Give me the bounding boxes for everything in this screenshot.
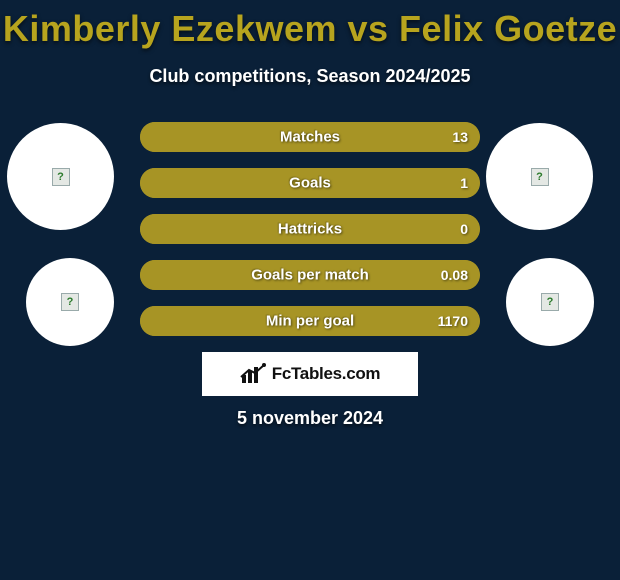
avatar-3 <box>26 258 114 346</box>
placeholder-image-icon <box>52 168 70 186</box>
placeholder-image-icon <box>61 293 79 311</box>
stat-value-right: 13 <box>452 129 468 145</box>
stat-label: Hattricks <box>278 221 342 238</box>
stat-label: Goals <box>289 175 331 192</box>
placeholder-image-icon <box>541 293 559 311</box>
placeholder-image-icon <box>531 168 549 186</box>
subtitle: Club competitions, Season 2024/2025 <box>0 66 620 87</box>
avatar-2 <box>486 123 593 230</box>
bar-chart-icon <box>240 363 266 385</box>
page-title: Kimberly Ezekwem vs Felix Goetze <box>0 0 620 50</box>
stat-row: Goals 1 <box>140 168 480 198</box>
avatar-1 <box>7 123 114 230</box>
date-text: 5 november 2024 <box>0 408 620 429</box>
stat-value-right: 0 <box>460 221 468 237</box>
stat-value-right: 0.08 <box>441 267 468 283</box>
stat-row: Matches 13 <box>140 122 480 152</box>
stat-row: Hattricks 0 <box>140 214 480 244</box>
logo-text: FcTables.com <box>272 364 381 384</box>
avatar-4 <box>506 258 594 346</box>
stat-label: Matches <box>280 129 340 146</box>
stats-container: Matches 13 Goals 1 Hattricks 0 Goals per match… <box>140 122 480 352</box>
stat-row: Goals per match 0.08 <box>140 260 480 290</box>
stat-label: Min per goal <box>266 313 354 330</box>
stat-row: Min per goal 1170 <box>140 306 480 336</box>
stat-value-right: 1170 <box>438 313 468 329</box>
stat-label: Goals per match <box>251 267 369 284</box>
logo-box: FcTables.com <box>202 352 418 396</box>
stat-value-right: 1 <box>460 175 468 191</box>
